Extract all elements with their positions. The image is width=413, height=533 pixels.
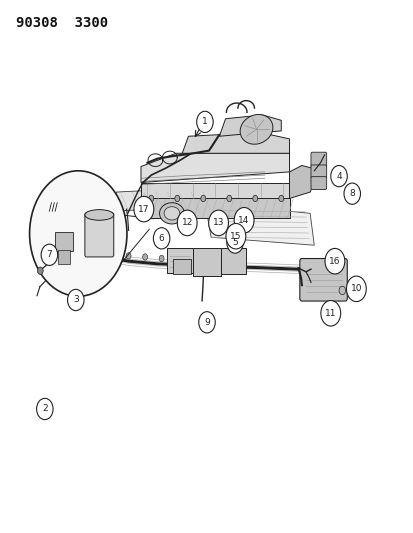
FancyBboxPatch shape [55, 232, 73, 251]
FancyBboxPatch shape [221, 248, 246, 274]
Polygon shape [289, 165, 313, 198]
Circle shape [234, 207, 254, 233]
Ellipse shape [159, 203, 184, 224]
Text: 5: 5 [232, 238, 237, 247]
Circle shape [37, 267, 43, 274]
Text: 7: 7 [46, 251, 52, 260]
Circle shape [324, 248, 344, 274]
Text: 16: 16 [328, 257, 340, 265]
FancyBboxPatch shape [193, 248, 220, 276]
FancyBboxPatch shape [57, 250, 69, 264]
Ellipse shape [85, 209, 114, 220]
FancyBboxPatch shape [310, 152, 326, 167]
Text: 90308  3300: 90308 3300 [17, 15, 108, 29]
FancyBboxPatch shape [166, 248, 192, 273]
Text: 11: 11 [324, 309, 336, 318]
Circle shape [226, 232, 243, 253]
Circle shape [343, 183, 360, 204]
Circle shape [148, 195, 153, 201]
Circle shape [153, 228, 169, 249]
Circle shape [174, 195, 179, 201]
Circle shape [200, 195, 205, 201]
Circle shape [198, 312, 215, 333]
FancyBboxPatch shape [173, 259, 191, 274]
Ellipse shape [164, 207, 179, 220]
FancyBboxPatch shape [85, 213, 114, 257]
Circle shape [142, 254, 147, 260]
FancyBboxPatch shape [68, 230, 85, 249]
Text: 3: 3 [73, 295, 78, 304]
Polygon shape [182, 133, 289, 154]
Circle shape [196, 111, 213, 133]
Circle shape [346, 276, 366, 302]
Text: 17: 17 [138, 205, 149, 214]
Polygon shape [48, 219, 108, 266]
Circle shape [330, 165, 347, 187]
Circle shape [67, 289, 84, 311]
Polygon shape [141, 154, 289, 182]
Polygon shape [141, 182, 289, 198]
Circle shape [36, 398, 53, 419]
Polygon shape [141, 198, 289, 217]
Circle shape [159, 255, 164, 262]
Circle shape [225, 223, 245, 249]
Ellipse shape [240, 115, 272, 144]
Text: 9: 9 [204, 318, 209, 327]
Text: 8: 8 [349, 189, 354, 198]
Circle shape [41, 244, 57, 265]
Circle shape [134, 196, 153, 222]
Circle shape [320, 301, 340, 326]
Circle shape [252, 195, 257, 201]
Circle shape [226, 195, 231, 201]
Circle shape [278, 195, 283, 201]
Text: 15: 15 [230, 232, 241, 241]
Circle shape [208, 210, 228, 236]
Polygon shape [50, 266, 87, 294]
FancyBboxPatch shape [310, 165, 326, 179]
Circle shape [29, 171, 127, 296]
Circle shape [338, 286, 345, 295]
Text: 2: 2 [42, 405, 47, 414]
FancyBboxPatch shape [299, 259, 347, 301]
Polygon shape [219, 115, 280, 136]
Text: 1: 1 [202, 117, 207, 126]
Text: 13: 13 [212, 219, 224, 228]
FancyBboxPatch shape [84, 230, 100, 248]
Circle shape [177, 210, 197, 236]
Polygon shape [204, 203, 313, 245]
Polygon shape [116, 188, 206, 211]
FancyBboxPatch shape [310, 176, 326, 189]
FancyBboxPatch shape [51, 231, 69, 251]
Text: 10: 10 [350, 284, 361, 293]
Circle shape [126, 253, 131, 259]
Text: 12: 12 [181, 219, 192, 228]
Text: 14: 14 [238, 216, 249, 225]
Text: 6: 6 [158, 234, 164, 243]
Text: 4: 4 [335, 172, 341, 181]
